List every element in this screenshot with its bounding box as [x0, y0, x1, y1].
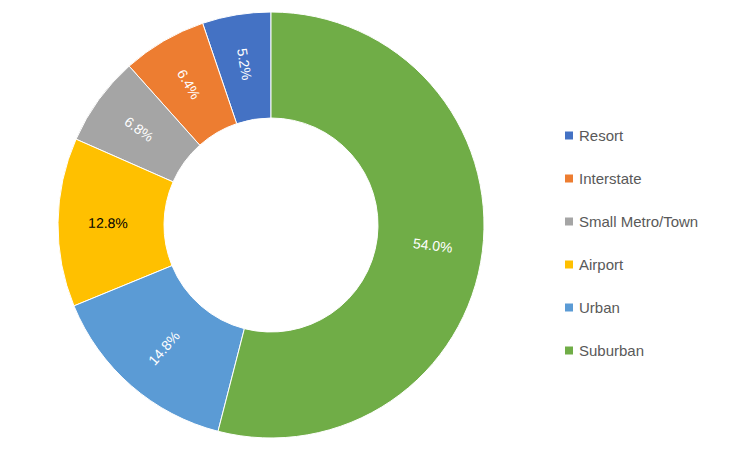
svg-text:6.4%: 6.4% [174, 66, 204, 102]
svg-text:6.8%: 6.8% [122, 113, 157, 145]
svg-text:Suburban: Suburban [579, 342, 644, 359]
svg-text:Small Metro/Town: Small Metro/Town [579, 213, 698, 230]
svg-text:5.2%: 5.2% [234, 47, 255, 81]
svg-text:Airport: Airport [579, 256, 624, 273]
svg-text:Resort: Resort [579, 127, 624, 144]
svg-text:12.8%: 12.8% [88, 215, 128, 232]
svg-text:14.8%: 14.8% [145, 328, 183, 368]
svg-text:54.0%: 54.0% [412, 235, 453, 256]
svg-text:Interstate: Interstate [579, 170, 642, 187]
svg-text:Urban: Urban [579, 299, 620, 316]
